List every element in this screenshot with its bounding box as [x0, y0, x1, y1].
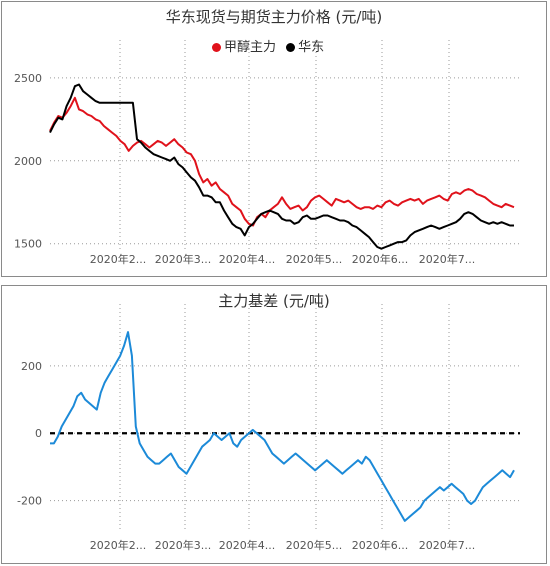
x-tick-label: 2020年6... [352, 538, 408, 552]
y-tick-label: 0 [35, 427, 42, 440]
y-tick-label: 1500 [14, 238, 42, 251]
legend-marker [212, 43, 221, 52]
basis-chart-panel: 主力基差 (元/吨) 2020年2... 2020年3... 2020年4... 20… [1, 285, 547, 564]
x-tick-label: 2020年7... [419, 538, 475, 552]
x-tick-label: 2020年3... [155, 252, 211, 266]
x-tick-label: 2020年5... [286, 538, 342, 552]
basis-chart-plot: 2020年2... 2020年3... 2020年4... 2020年5... 2020… [17, 304, 520, 552]
y-tick-label: 2500 [14, 72, 42, 85]
price-chart-panel: 华东现货与期货主力价格 (元/吨) 甲醇主力 华东 2020年2... 2020年… [1, 1, 547, 277]
legend-item-futures[interactable]: 甲醇主力 [212, 36, 276, 55]
y-tick-label: -200 [17, 495, 42, 508]
x-tick-label: 2020年3... [155, 538, 211, 552]
x-tick-label: 2020年4... [219, 538, 275, 552]
chart-legend: 甲醇主力 华东 [212, 36, 330, 55]
x-tick-label: 2020年2... [90, 538, 146, 552]
x-tick-label: 2020年2... [90, 252, 146, 266]
legend-marker [286, 43, 296, 52]
x-tick-label: 2020年6... [352, 252, 408, 266]
x-tick-label: 2020年5... [286, 252, 342, 266]
legend-label: 甲醇主力 [224, 40, 277, 55]
series-line-1 [49, 96, 515, 227]
x-tick-label: 2020年4... [219, 252, 275, 266]
legend-item-spot[interactable]: 华东 [286, 36, 324, 55]
series-line-1 [50, 331, 515, 522]
chart-title: 主力基差 (元/吨) [218, 292, 330, 310]
y-tick-label: 2000 [14, 155, 42, 168]
x-tick-label: 2020年7... [419, 252, 475, 266]
legend-label: 华东 [298, 40, 325, 55]
chart-title: 华东现货与期货主力价格 (元/吨) [165, 8, 383, 26]
y-tick-label: 200 [21, 360, 42, 373]
price-chart-plot: 2020年2... 2020年3... 2020年4... 2020年5... 2020… [14, 40, 520, 266]
series-line-2 [49, 83, 514, 250]
